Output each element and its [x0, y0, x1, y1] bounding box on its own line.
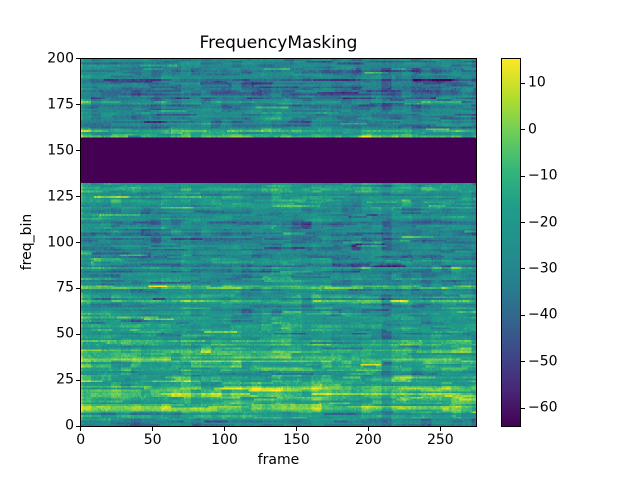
x-tick-mark — [224, 427, 226, 431]
y-tick-mark — [76, 150, 80, 152]
y-tick-label: 25 — [56, 371, 74, 388]
x-tick-label: 0 — [76, 432, 86, 448]
colorbar-tick-label: −50 — [528, 353, 558, 370]
colorbar-gradient — [502, 59, 520, 426]
y-tick-label: 150 — [47, 142, 74, 159]
y-tick-label: 100 — [47, 234, 74, 250]
colorbar-tick-label: 10 — [528, 74, 546, 91]
colorbar-tick-mark — [521, 407, 525, 409]
y-tick-label: 50 — [56, 325, 74, 342]
x-axis-label: frame — [257, 452, 300, 468]
x-tick-mark — [367, 427, 369, 431]
spectrogram-heatmap — [81, 59, 476, 426]
colorbar-tick-label: −60 — [528, 399, 558, 416]
y-tick-mark — [76, 287, 80, 289]
y-tick-label: 125 — [47, 188, 74, 205]
y-tick-mark — [76, 104, 80, 106]
colorbar-tick-label: −30 — [528, 260, 558, 277]
colorbar-tick-mark — [521, 361, 525, 363]
colorbar-tick-mark — [521, 222, 525, 224]
y-tick-mark — [76, 379, 80, 381]
y-tick-label: 0 — [65, 417, 74, 434]
colorbar-tick-mark — [521, 314, 525, 316]
colorbar-tick-label: 0 — [528, 121, 537, 138]
chart-title: FrequencyMasking — [199, 33, 358, 53]
x-tick-label: 200 — [355, 432, 382, 448]
x-tick-label: 100 — [211, 432, 238, 448]
plot-area — [80, 58, 477, 427]
y-tick-mark — [76, 196, 80, 198]
x-tick-label: 150 — [283, 432, 310, 448]
x-tick-label: 250 — [426, 432, 454, 448]
y-tick-label: 200 — [47, 50, 74, 67]
y-tick-mark — [76, 425, 80, 427]
colorbar-tick-mark — [521, 82, 525, 84]
x-tick-mark — [439, 427, 441, 431]
x-tick-label: 50 — [143, 432, 162, 448]
x-tick-mark — [295, 427, 297, 431]
y-tick-mark — [76, 333, 80, 335]
x-tick-mark — [80, 427, 82, 431]
colorbar-tick-mark — [521, 268, 525, 270]
colorbar-tick-label: −40 — [528, 306, 558, 323]
colorbar-tick-label: −10 — [528, 167, 558, 184]
colorbar-tick-label: −20 — [528, 214, 558, 231]
x-tick-mark — [152, 427, 154, 431]
colorbar-tick-mark — [521, 175, 525, 177]
y-tick-label: 75 — [56, 279, 74, 296]
y-tick-mark — [76, 58, 80, 60]
y-tick-label: 175 — [47, 96, 74, 113]
colorbar-tick-mark — [521, 129, 525, 131]
colorbar — [501, 58, 521, 427]
y-tick-mark — [76, 242, 80, 243]
